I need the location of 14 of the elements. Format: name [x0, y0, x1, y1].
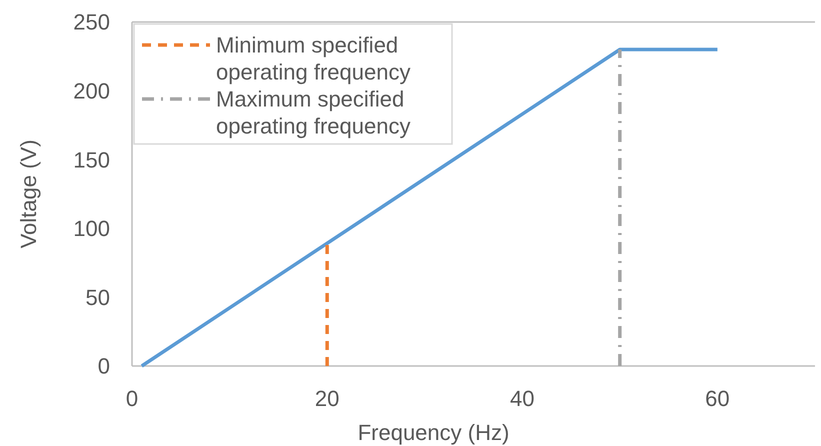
x-axis-title: Frequency (Hz): [358, 420, 510, 445]
y-tick-label: 100: [73, 216, 110, 242]
x-tick-label: 60: [705, 386, 730, 411]
y-tick-label: 200: [73, 78, 110, 104]
x-tick-label: 20: [314, 386, 340, 411]
y-tick-label: 250: [73, 10, 110, 35]
y-tick-label: 50: [86, 284, 110, 310]
x-tick-label: 0: [126, 386, 138, 411]
legend-label: Maximum specified operating frequency: [216, 86, 410, 139]
y-tick-label: 0: [98, 354, 110, 379]
y-axis-title: Voltage (V): [16, 140, 41, 248]
y-tick-label: 150: [73, 147, 110, 172]
x-tick-label: 40: [510, 386, 535, 411]
legend-label: Minimum specified operating frequency: [216, 32, 410, 85]
